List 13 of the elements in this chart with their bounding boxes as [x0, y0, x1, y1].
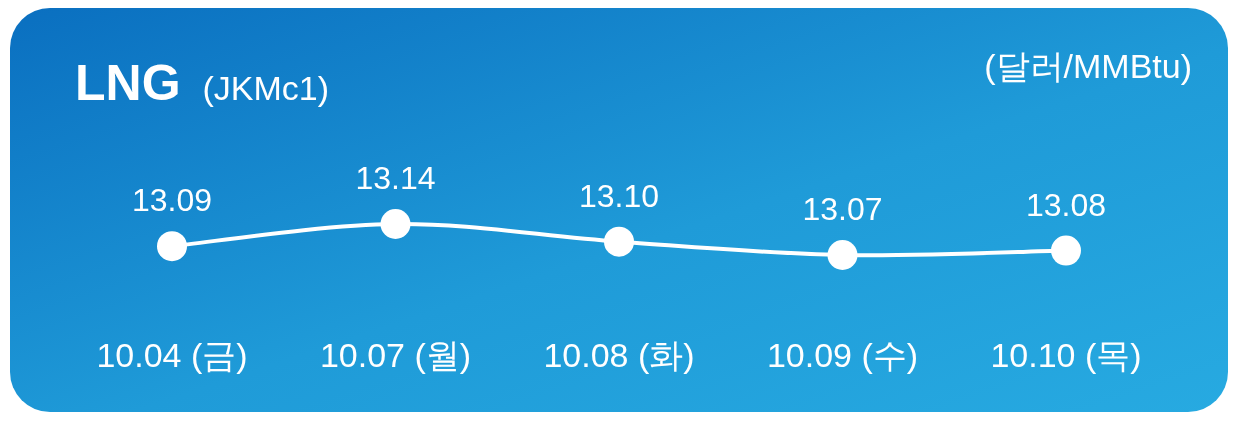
ylabel: (달러/MMBtu): [984, 47, 1192, 85]
x-tick-label: 10.04 (금): [96, 336, 248, 374]
subtitle: (JKMc1): [202, 69, 330, 107]
x-tick-label: 10.10 (목): [990, 336, 1142, 374]
data-label: 13.14: [355, 160, 436, 196]
x-tick-label: 10.07 (월): [319, 336, 472, 374]
x-tick-label: 10.08 (화): [543, 336, 695, 374]
data-label: 13.08: [1025, 186, 1107, 223]
data-label: 13.10: [578, 177, 660, 214]
data-label: 13.07: [802, 191, 883, 227]
title: LNG: [75, 55, 181, 111]
data-label: 13.09: [131, 182, 213, 219]
x-tick-label: 10.09 (수): [766, 336, 919, 374]
